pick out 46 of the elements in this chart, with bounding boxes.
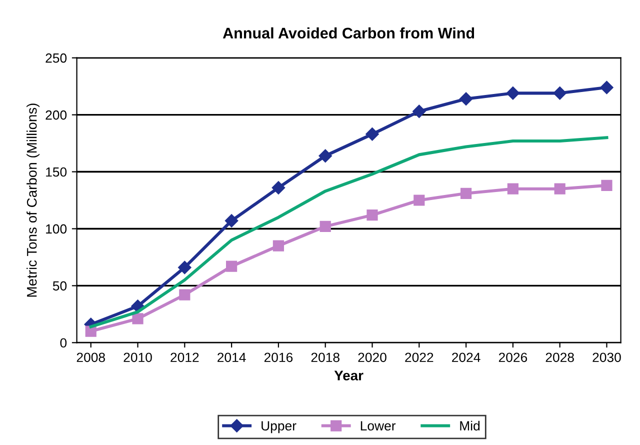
point [272,240,284,252]
point [318,149,332,162]
x-tick-label: 2008 [76,352,105,362]
point [412,104,426,118]
point [179,289,190,300]
legend-label: Lower [360,421,396,431]
point [226,260,238,272]
legend-label: Mid [460,420,480,431]
x-tick-label: 2024 [452,352,480,362]
y-tick-label: 250 [46,53,67,63]
point [507,183,518,194]
point [460,188,472,199]
point [553,86,566,100]
point [366,128,379,141]
x-tick-label: 2010 [124,352,152,362]
x-tick-label: 2016 [264,352,293,362]
y-tick-label: 150 [46,167,67,177]
point [272,181,286,194]
point [601,180,612,191]
x-tick-label: 2030 [592,352,621,362]
y-axis-title: Metric Tons of Carbon (Millions) [26,104,40,297]
x-tick-label: 2018 [311,352,340,362]
point [554,183,566,194]
x-tick-label: 2014 [218,352,246,362]
chart-title: Annual Avoided Carbon from Wind [222,27,474,39]
x-tick-label: 2026 [498,352,528,362]
point [85,326,96,337]
x-tick-label: 2020 [358,352,386,362]
x-axis-title: Year [334,370,364,380]
point [506,86,520,100]
point [366,210,378,221]
point [414,194,425,206]
point [600,80,614,94]
point [178,260,192,274]
point [320,220,331,232]
point [224,214,238,228]
y-tick-label: 200 [46,110,67,120]
y-tick-label: 100 [46,224,67,234]
legend-label: Upper [262,421,296,434]
y-tick-label: 50 [52,281,67,291]
x-tick-label: 2012 [170,352,199,362]
x-tick-label: 2028 [546,352,574,362]
y-tick-label: 0 [60,338,67,348]
point [132,313,144,324]
point [459,92,473,106]
x-tick-label: 2022 [405,352,434,362]
